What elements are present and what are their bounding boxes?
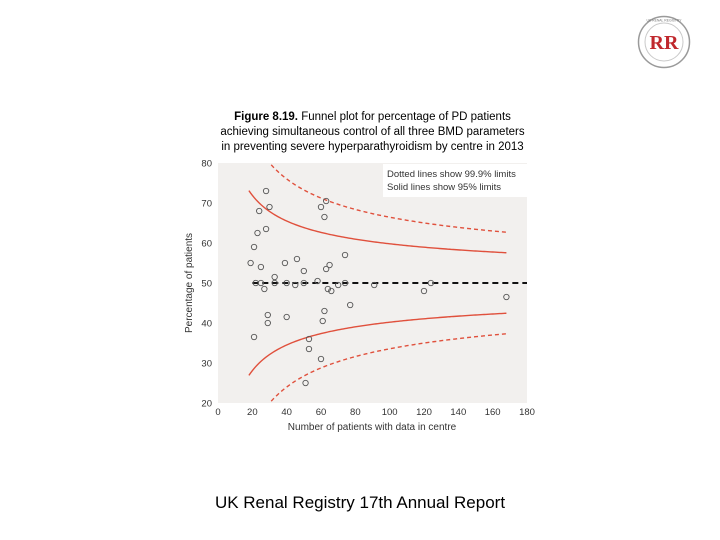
x-tick-label: 80 [350,407,361,418]
data-point [300,279,307,287]
legend-entry-dotted: Dotted lines show 99.9% limits [387,169,516,180]
legend: Dotted lines show 99.9% limits Solid lin… [383,164,527,197]
caption-line-3: in preventing severe hyperparathyroidism… [221,141,524,153]
x-tick-label: 100 [382,407,398,418]
x-tick-label: 160 [485,407,501,418]
data-point [420,287,428,295]
data-point [262,225,270,233]
data-point [427,279,435,287]
data-point [264,319,271,327]
data-point [264,311,271,319]
data-point [347,301,354,309]
data-point [319,317,326,325]
data-point [250,243,258,251]
x-tick-label: 40 [281,407,292,418]
x-axis-title: Number of patients with data in centre [288,422,457,433]
funnel-plot: 0 20 40 60 80 100 120 140 160 180 20304050607080 … [184,159,535,434]
data-point [314,277,321,285]
caption-label: Figure 8.19. [234,111,299,123]
caption-line-2: achieving simultaneous control of all th… [220,126,525,138]
y-tick-label: 50 [201,279,212,290]
data-point [503,293,510,301]
upper-limit-95 [248,190,507,254]
data-point [317,203,325,211]
x-tick-label: 60 [316,407,327,418]
x-tick-label: 140 [450,407,466,418]
legend-box [383,164,527,197]
x-tick-label: 0 [215,407,220,418]
data-point [283,313,290,321]
data-point [341,279,349,287]
data-point [293,255,301,263]
data-point [322,197,330,205]
data-point [335,281,342,289]
data-point [321,307,328,315]
data-point [271,279,278,287]
data-point [305,345,313,353]
data-point [341,251,349,259]
data-point [328,287,335,295]
data-point [262,187,270,195]
y-tick-label: 20 [201,399,212,410]
data-point [247,259,254,267]
data-point [300,267,307,275]
caption-line-1: Funnel plot for percentage of PD patient… [301,111,511,123]
data-point [256,207,263,215]
y-axis-title: Percentage of patients [184,233,195,333]
data-point [302,379,309,387]
data-point [317,355,325,363]
data-point [283,279,290,287]
registry-logo: UK RENAL REGISTRY RR [637,15,691,69]
data-point [271,273,278,281]
data-point [321,213,328,221]
y-tick-label: 70 [201,199,212,210]
y-tick-label: 60 [201,239,212,250]
lower-limit-95 [248,312,507,376]
data-point [266,203,273,211]
data-point [305,335,313,343]
data-point [254,229,261,237]
data-point [371,281,378,289]
logo-inner-ring [644,22,684,62]
y-tick-label: 30 [201,359,212,370]
data-point [261,285,268,293]
data-point [257,279,265,287]
data-point [292,281,299,289]
figure-caption: Figure 8.19. Funnel plot for percentage … [200,110,545,155]
x-tick-label: 120 [416,407,432,418]
data-point [281,259,289,267]
x-tick-label: 180 [519,407,535,418]
y-tick-label: 40 [201,319,212,330]
data-point [326,261,333,269]
upper-limit-99-9 [270,164,507,233]
legend-entry-solid: Solid lines show 95% limits [387,182,501,193]
data-point [322,265,330,273]
data-point [257,263,265,271]
data-point [250,333,258,341]
lower-limit-99-9 [270,333,507,402]
y-tick-label: 80 [201,159,212,170]
footer-title: UK Renal Registry 17th Annual Report [214,493,506,512]
data-point [324,285,332,293]
logo-letters: RR [650,32,679,54]
logo-ring-text: UK RENAL REGISTRY [646,19,682,23]
x-tick-label: 20 [247,407,258,418]
